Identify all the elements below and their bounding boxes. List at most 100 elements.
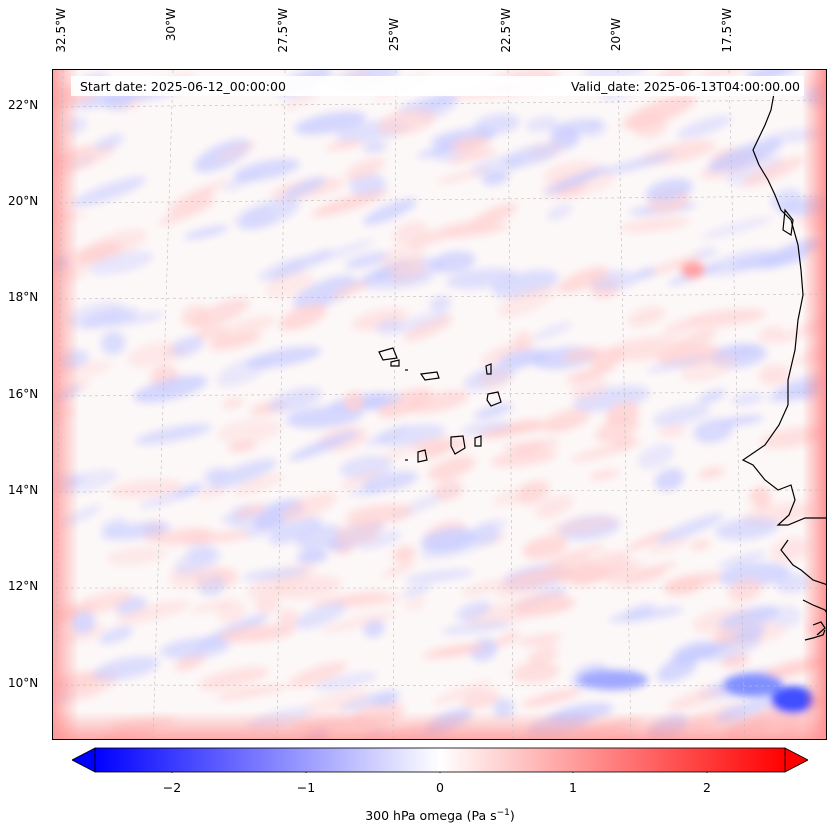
omega-anomaly	[168, 188, 215, 214]
omega-field	[53, 70, 826, 739]
omega-map[interactable]: Start date: 2025-06-12_00:00:00 Valid_da…	[52, 69, 827, 740]
omega-anomaly	[158, 527, 213, 546]
colorbar-tick: 1	[569, 780, 577, 795]
omega-anomaly	[217, 418, 282, 444]
omega-anomaly	[698, 389, 726, 404]
omega-anomaly	[718, 562, 791, 588]
colorbar-tick: 2	[703, 780, 711, 795]
omega-anomaly	[718, 415, 764, 426]
lon-label: 17.5°W	[720, 8, 734, 53]
date-banner: Start date: 2025-06-12_00:00:00 Valid_da…	[71, 76, 804, 96]
omega-anomaly	[557, 266, 608, 294]
omega-anomaly	[234, 503, 267, 519]
omega-anomaly	[269, 249, 333, 281]
omega-anomaly	[433, 479, 464, 501]
lat-label: 10°N	[8, 676, 39, 690]
omega-anomaly	[619, 217, 691, 233]
colorbar-tick: −2	[162, 780, 182, 795]
omega-anomaly	[727, 578, 763, 603]
omega-anomaly	[431, 251, 476, 274]
omega-anomaly	[498, 285, 556, 317]
omega-anomaly	[772, 605, 802, 628]
omega-anomaly	[407, 390, 470, 414]
omega-anomaly	[467, 203, 518, 230]
omega-anomaly	[281, 492, 337, 522]
omega-anomaly	[109, 479, 184, 498]
omega-anomaly	[192, 298, 250, 329]
omega-anomaly	[71, 176, 147, 207]
omega-anomaly	[544, 166, 610, 195]
omega-anomaly	[382, 447, 410, 460]
omega-anomaly	[637, 443, 675, 469]
omega-anomaly	[443, 223, 510, 238]
omega-anomaly	[296, 549, 329, 564]
omega-anomaly	[365, 273, 434, 291]
omega-anomaly	[623, 603, 655, 620]
omega-anomaly	[578, 670, 648, 690]
lat-label: 22°N	[8, 98, 39, 112]
omega-anomaly	[677, 327, 717, 351]
omega-anomaly	[525, 116, 558, 132]
omega-anomaly	[680, 353, 737, 382]
omega-anomaly	[409, 221, 472, 248]
omega-anomaly	[334, 595, 403, 608]
omega-anomaly	[522, 535, 569, 560]
omega-anomaly	[571, 375, 608, 401]
lon-label: 30°W	[164, 8, 178, 42]
omega-anomaly	[404, 569, 474, 583]
omega-anomaly	[627, 306, 666, 327]
omega-anomaly	[376, 319, 403, 335]
omega-anomaly	[623, 562, 677, 583]
gridlines	[53, 70, 826, 739]
omega-anomaly	[222, 398, 244, 409]
omega-anomaly	[67, 242, 119, 258]
colorbar-label: 300 hPa omega (Pa s−1)	[0, 808, 837, 823]
colorbar-extend-max	[784, 747, 808, 773]
omega-anomaly	[127, 341, 181, 368]
omega-anomaly	[339, 455, 393, 479]
omega-anomaly	[422, 643, 484, 659]
omega-anomaly	[708, 138, 783, 173]
omega-anomaly	[138, 487, 198, 509]
omega-anomaly	[461, 579, 509, 597]
omega-anomaly	[393, 221, 428, 245]
boundary-band-left	[53, 70, 79, 739]
omega-anomaly	[441, 620, 511, 635]
omega-anomaly	[771, 537, 810, 563]
omega-anomaly	[508, 420, 587, 433]
omega-anomaly	[378, 108, 436, 135]
omega-anomaly	[715, 517, 780, 541]
omega-anomaly	[499, 349, 548, 367]
omega-anomaly	[705, 249, 776, 276]
omega-anomaly	[380, 244, 426, 271]
omega-anomaly	[654, 468, 685, 491]
omega-anomaly	[325, 139, 364, 151]
lon-label: 22.5°W	[499, 8, 513, 53]
omega-anomaly	[687, 308, 766, 327]
omega-anomaly	[667, 686, 725, 711]
omega-anomaly	[677, 115, 732, 139]
omega-anomaly	[197, 486, 227, 499]
omega-anomaly	[427, 455, 476, 481]
omega-anomaly	[158, 199, 216, 226]
omega-anomaly	[647, 536, 690, 554]
omega-anomaly	[672, 641, 717, 663]
omega-anomaly	[115, 600, 191, 624]
omega-anomaly	[207, 458, 278, 490]
omega-anomaly	[268, 517, 323, 545]
omega-anomaly	[717, 551, 768, 568]
lat-label: 18°N	[8, 290, 39, 304]
omega-anomaly	[608, 336, 687, 361]
omega-anomaly	[377, 388, 433, 418]
omega-anomaly	[351, 176, 388, 197]
omega-anomaly	[160, 637, 231, 659]
omega-anomaly	[531, 321, 573, 341]
omega-anomaly	[392, 545, 416, 563]
omega-anomaly	[372, 690, 398, 707]
omega-anomaly	[492, 486, 542, 506]
lon-label: 27.5°W	[276, 8, 290, 53]
lat-label: 16°N	[8, 387, 39, 401]
omega-anomaly	[698, 467, 725, 479]
omega-anomaly	[343, 391, 364, 412]
omega-anomaly	[497, 631, 522, 643]
